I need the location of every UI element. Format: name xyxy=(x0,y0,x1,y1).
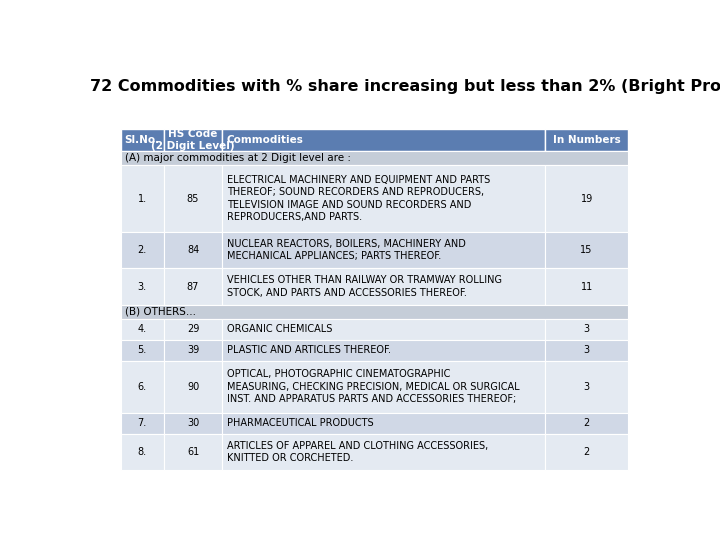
Bar xyxy=(222,232,545,268)
Bar xyxy=(222,340,545,361)
Bar xyxy=(121,413,164,434)
Text: PLASTIC AND ARTICLES THEREOF.: PLASTIC AND ARTICLES THEREOF. xyxy=(227,346,391,355)
Text: ELECTRICAL MACHINERY AND EQUIPMENT AND PARTS
THEREOF; SOUND RECORDERS AND REPROD: ELECTRICAL MACHINERY AND EQUIPMENT AND P… xyxy=(227,175,490,222)
Text: 87: 87 xyxy=(187,282,199,292)
Bar xyxy=(164,434,222,470)
Text: 72 Commodities with % share increasing but less than 2% (Bright Prospects): 72 Commodities with % share increasing b… xyxy=(90,79,720,94)
Bar xyxy=(545,232,629,268)
Text: 3: 3 xyxy=(583,382,590,392)
Bar xyxy=(545,268,629,305)
Text: 3.: 3. xyxy=(138,282,147,292)
Bar xyxy=(121,361,164,413)
Text: Sl.No.: Sl.No. xyxy=(125,135,160,145)
Text: 1.: 1. xyxy=(138,193,147,204)
Bar xyxy=(545,319,629,340)
Bar xyxy=(164,268,222,305)
Bar xyxy=(164,165,222,232)
Text: 30: 30 xyxy=(187,418,199,428)
Text: 7.: 7. xyxy=(138,418,147,428)
Text: 3: 3 xyxy=(583,346,590,355)
Bar xyxy=(545,361,629,413)
Bar xyxy=(121,434,164,470)
Text: Commodities: Commodities xyxy=(227,135,304,145)
Bar xyxy=(222,361,545,413)
Bar xyxy=(121,305,629,319)
Text: PHARMACEUTICAL PRODUCTS: PHARMACEUTICAL PRODUCTS xyxy=(227,418,374,428)
Text: (A) major commodities at 2 Digit level are :: (A) major commodities at 2 Digit level a… xyxy=(125,153,351,163)
Text: 29: 29 xyxy=(187,325,199,334)
Bar xyxy=(545,165,629,232)
Bar xyxy=(121,319,164,340)
Bar xyxy=(121,129,164,151)
Bar xyxy=(222,434,545,470)
Text: 39: 39 xyxy=(187,346,199,355)
Text: 8.: 8. xyxy=(138,447,147,457)
Bar xyxy=(545,434,629,470)
Text: 19: 19 xyxy=(580,193,593,204)
Text: ARTICLES OF APPAREL AND CLOTHING ACCESSORIES,
KNITTED OR CORCHETED.: ARTICLES OF APPAREL AND CLOTHING ACCESSO… xyxy=(227,441,488,463)
Text: ORGANIC CHEMICALS: ORGANIC CHEMICALS xyxy=(227,325,332,334)
Text: 2: 2 xyxy=(583,447,590,457)
Bar xyxy=(164,129,222,151)
Bar xyxy=(121,232,164,268)
Text: 84: 84 xyxy=(187,245,199,255)
Text: 85: 85 xyxy=(187,193,199,204)
Bar xyxy=(222,165,545,232)
Text: OPTICAL, PHOTOGRAPHIC CINEMATOGRAPHIC
MEASURING, CHECKING PRECISION, MEDICAL OR : OPTICAL, PHOTOGRAPHIC CINEMATOGRAPHIC ME… xyxy=(227,369,519,404)
Text: 2.: 2. xyxy=(138,245,147,255)
Text: HS Code
(2 Digit Level): HS Code (2 Digit Level) xyxy=(151,129,235,151)
Text: In Numbers: In Numbers xyxy=(553,135,621,145)
Bar xyxy=(222,319,545,340)
Bar xyxy=(545,340,629,361)
Bar xyxy=(121,151,629,165)
Bar xyxy=(164,340,222,361)
Text: VEHICLES OTHER THAN RAILWAY OR TRAMWAY ROLLING
STOCK, AND PARTS AND ACCESSORIES : VEHICLES OTHER THAN RAILWAY OR TRAMWAY R… xyxy=(227,275,502,298)
Bar xyxy=(164,319,222,340)
Text: 61: 61 xyxy=(187,447,199,457)
Bar xyxy=(222,129,545,151)
Text: 11: 11 xyxy=(580,282,593,292)
Bar xyxy=(121,340,164,361)
Text: 3: 3 xyxy=(583,325,590,334)
Bar xyxy=(545,129,629,151)
Text: 4.: 4. xyxy=(138,325,147,334)
Bar xyxy=(222,413,545,434)
Bar xyxy=(121,268,164,305)
Text: 15: 15 xyxy=(580,245,593,255)
Text: NUCLEAR REACTORS, BOILERS, MACHINERY AND
MECHANICAL APPLIANCES; PARTS THEREOF.: NUCLEAR REACTORS, BOILERS, MACHINERY AND… xyxy=(227,239,466,261)
Text: 5.: 5. xyxy=(138,346,147,355)
Text: 2: 2 xyxy=(583,418,590,428)
Text: (B) OTHERS...: (B) OTHERS... xyxy=(125,307,196,317)
Bar xyxy=(222,268,545,305)
Bar xyxy=(164,361,222,413)
Text: 90: 90 xyxy=(187,382,199,392)
Bar xyxy=(164,232,222,268)
Bar xyxy=(121,165,164,232)
Bar xyxy=(164,413,222,434)
Bar xyxy=(545,413,629,434)
Text: 6.: 6. xyxy=(138,382,147,392)
